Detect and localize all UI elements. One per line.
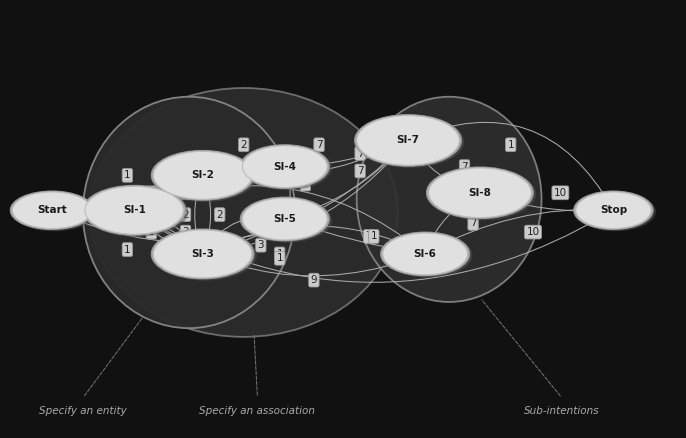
Text: SI-6: SI-6 bbox=[414, 249, 436, 259]
Ellipse shape bbox=[429, 168, 531, 218]
Text: 7: 7 bbox=[461, 162, 468, 172]
Text: 2: 2 bbox=[257, 157, 264, 167]
Ellipse shape bbox=[381, 232, 470, 276]
Text: Specify an association: Specify an association bbox=[200, 406, 316, 416]
Ellipse shape bbox=[83, 185, 185, 235]
Text: 7: 7 bbox=[470, 219, 476, 228]
Ellipse shape bbox=[240, 145, 329, 188]
Ellipse shape bbox=[84, 186, 188, 237]
Text: Sub-intentions: Sub-intentions bbox=[524, 406, 600, 416]
Ellipse shape bbox=[12, 192, 92, 229]
Text: 7: 7 bbox=[366, 231, 372, 241]
Ellipse shape bbox=[576, 192, 651, 229]
Ellipse shape bbox=[240, 197, 329, 241]
Ellipse shape bbox=[153, 230, 257, 281]
Text: 7: 7 bbox=[302, 179, 309, 189]
Ellipse shape bbox=[83, 97, 295, 328]
Text: Start: Start bbox=[37, 205, 67, 215]
Ellipse shape bbox=[427, 167, 533, 219]
Ellipse shape bbox=[355, 115, 462, 166]
Text: 1: 1 bbox=[276, 253, 283, 263]
Text: 9: 9 bbox=[311, 275, 317, 285]
Text: SI-5: SI-5 bbox=[273, 214, 296, 224]
Text: 5: 5 bbox=[281, 175, 288, 185]
Text: 2: 2 bbox=[240, 140, 247, 150]
Ellipse shape bbox=[12, 192, 97, 231]
Text: 1: 1 bbox=[182, 188, 189, 198]
Ellipse shape bbox=[241, 146, 332, 190]
Text: 7: 7 bbox=[357, 148, 364, 159]
Ellipse shape bbox=[242, 198, 327, 240]
Ellipse shape bbox=[242, 146, 327, 187]
Ellipse shape bbox=[154, 230, 252, 278]
Text: 1: 1 bbox=[148, 227, 154, 237]
Text: 3: 3 bbox=[182, 227, 189, 237]
Ellipse shape bbox=[357, 97, 541, 302]
Text: 10: 10 bbox=[554, 188, 567, 198]
Ellipse shape bbox=[153, 151, 257, 202]
Text: 7: 7 bbox=[357, 166, 364, 176]
Ellipse shape bbox=[428, 168, 536, 220]
Text: 2: 2 bbox=[217, 210, 223, 219]
Text: 2: 2 bbox=[182, 210, 189, 219]
Ellipse shape bbox=[382, 233, 473, 278]
Text: 1: 1 bbox=[124, 244, 130, 254]
Ellipse shape bbox=[152, 229, 254, 279]
Ellipse shape bbox=[152, 150, 254, 200]
Text: Stop: Stop bbox=[600, 205, 627, 215]
Text: 7: 7 bbox=[316, 140, 322, 150]
Text: 9: 9 bbox=[220, 249, 226, 259]
Text: SI-8: SI-8 bbox=[469, 188, 491, 198]
Ellipse shape bbox=[10, 191, 94, 230]
Text: 1: 1 bbox=[124, 170, 130, 180]
Text: 1: 1 bbox=[370, 231, 377, 241]
Text: 10: 10 bbox=[526, 227, 540, 237]
Ellipse shape bbox=[383, 233, 468, 275]
Ellipse shape bbox=[356, 116, 464, 168]
Text: 1: 1 bbox=[276, 249, 283, 259]
Ellipse shape bbox=[357, 116, 460, 165]
Ellipse shape bbox=[241, 198, 332, 243]
Text: SI-4: SI-4 bbox=[273, 162, 296, 172]
Text: 2: 2 bbox=[148, 188, 154, 198]
Ellipse shape bbox=[90, 88, 398, 337]
Ellipse shape bbox=[575, 192, 656, 231]
Ellipse shape bbox=[573, 191, 653, 230]
Text: SI-2: SI-2 bbox=[191, 170, 214, 180]
Text: SI-1: SI-1 bbox=[123, 205, 145, 215]
Text: 3: 3 bbox=[257, 240, 264, 250]
Text: Specify an entity: Specify an entity bbox=[39, 406, 127, 416]
Ellipse shape bbox=[154, 151, 252, 199]
Text: SI-3: SI-3 bbox=[191, 249, 214, 259]
Text: 1: 1 bbox=[508, 140, 514, 150]
Ellipse shape bbox=[85, 186, 183, 234]
Text: 1: 1 bbox=[90, 205, 97, 215]
Text: SI-7: SI-7 bbox=[397, 135, 420, 145]
